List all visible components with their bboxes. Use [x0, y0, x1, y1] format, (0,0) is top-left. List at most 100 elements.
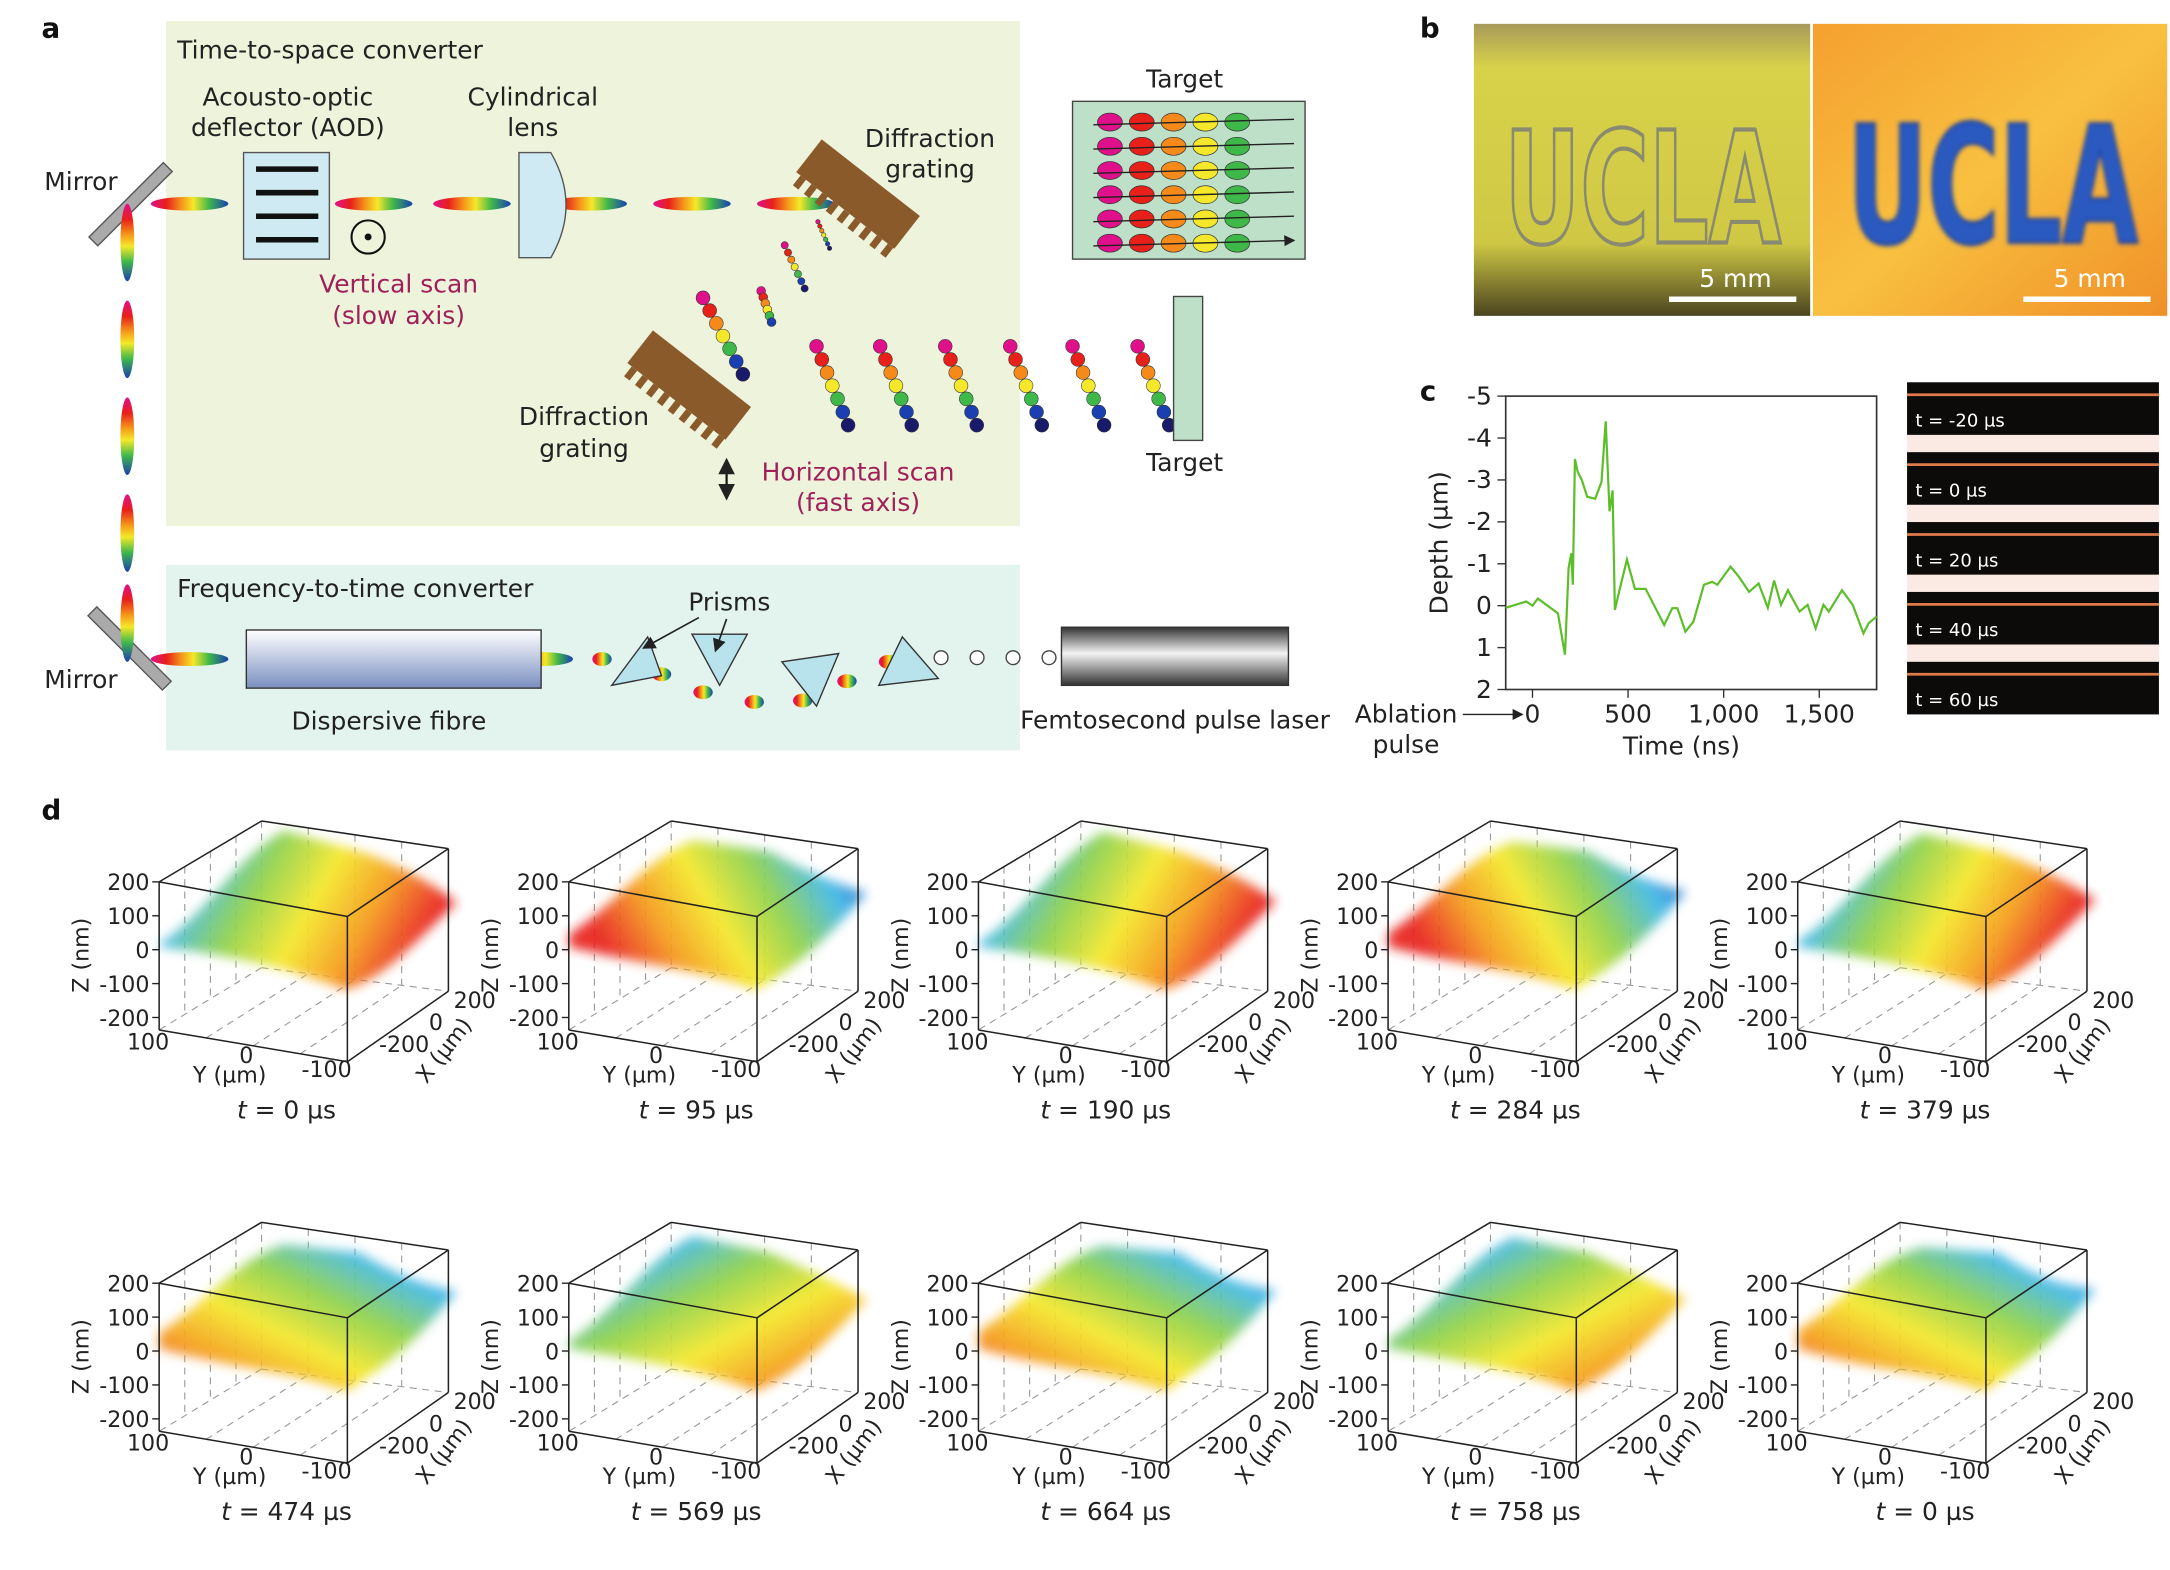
target-spot [1224, 161, 1251, 180]
spot [784, 248, 792, 257]
z-tick-label: -200 [99, 1407, 149, 1433]
y-tick-label: -100 [1940, 1458, 1990, 1484]
z-axis-label: Z (nm) [888, 1319, 914, 1394]
z-tick-label: -100 [509, 972, 559, 998]
sample-engraving: UCLA [1504, 99, 1781, 280]
x-axis-label: Time (ns) [1622, 732, 1740, 761]
y-tick-label: 1 [1476, 633, 1492, 662]
spot [883, 365, 898, 380]
grating-tooth [825, 201, 839, 216]
grating-tooth [624, 366, 638, 381]
box-edge [1575, 1391, 1678, 1464]
pulse [120, 203, 135, 282]
pulse [653, 196, 731, 211]
spot [1086, 391, 1101, 407]
spot [948, 365, 963, 380]
grating-tooth [634, 374, 649, 390]
box-edge [1166, 990, 1269, 1063]
y-tick-label: 0 [1468, 1445, 1482, 1471]
dispersive-fibre [245, 629, 542, 689]
box-edge [978, 1221, 1082, 1284]
time-value: = 758 µs [1460, 1497, 1581, 1526]
z-tick-label: 200 [1746, 870, 1788, 896]
x-tick-label: 0 [2067, 1411, 2081, 1437]
z-tick-label: 100 [107, 1305, 149, 1331]
spot [969, 417, 984, 433]
scan-line [1093, 167, 1294, 174]
z-axis-label: Z (nm) [69, 1319, 95, 1394]
grid-line [1025, 1374, 1128, 1440]
surface-blob [978, 1245, 1276, 1392]
surface-blob [568, 1236, 867, 1392]
time-variable: t [631, 1497, 642, 1526]
pulse [150, 196, 229, 211]
z-axis-label: Z (nm) [478, 1319, 504, 1394]
x-tick-label: 0 [1658, 1010, 1672, 1036]
box-edge [568, 881, 758, 918]
y-tick-label: -1 [1467, 549, 1492, 578]
x-tick-label: -200 [789, 1032, 839, 1058]
z-tick-label: -100 [919, 972, 969, 998]
spot [1008, 352, 1023, 367]
box-edge [1797, 820, 1901, 883]
time-value: = 95 µs [648, 1096, 753, 1125]
z-tick-label: 100 [1336, 1305, 1378, 1331]
pulse [334, 196, 413, 211]
y-axis-label: Y (µm) [1011, 1464, 1085, 1490]
spot [825, 378, 840, 393]
spot [1146, 378, 1161, 393]
depth-line [1505, 421, 1878, 655]
z-tick-label: 200 [927, 1272, 969, 1298]
z-tick-label: 0 [1774, 938, 1788, 964]
y-tick-label: 100 [1766, 1029, 1808, 1055]
target-spot [1128, 161, 1155, 180]
spot [894, 391, 909, 407]
target-spot-grid [1093, 112, 1296, 253]
pulse [693, 685, 713, 700]
spot [1034, 417, 1050, 433]
surface-blob [1797, 1247, 2096, 1392]
target-spot [1128, 185, 1155, 205]
spot [1096, 417, 1112, 433]
femtosecond-laser [1060, 626, 1290, 687]
grating-top-label-2: grating [885, 154, 975, 183]
spot [1018, 378, 1034, 393]
z-tick-label: 100 [927, 904, 969, 930]
x-tick-label: 1,000 [1688, 700, 1759, 729]
y-axis-label: Y (µm) [1421, 1063, 1495, 1089]
box-edge [1080, 1221, 1268, 1251]
z-axis-label: Z (nm) [888, 918, 914, 993]
spot [943, 352, 958, 367]
y-tick-label: -4 [1467, 423, 1492, 452]
y-tick-label: -100 [1940, 1057, 1990, 1083]
y-tick-label: 0 [1476, 591, 1492, 620]
box-edge [158, 820, 262, 883]
spot [840, 417, 856, 433]
pulse [837, 674, 857, 689]
time-label: t = 0 µs [237, 1096, 336, 1125]
box-edge [159, 1029, 348, 1063]
scan-line [1093, 118, 1294, 126]
grating-tooth [689, 417, 703, 432]
grating-tooth [803, 184, 817, 199]
time-to-space-title: Time-to-space converter [176, 35, 483, 64]
spot [797, 277, 806, 286]
target-spot [1128, 209, 1155, 229]
box-edge [346, 1391, 449, 1464]
spot [1013, 365, 1028, 380]
time-label: t = 190 µs [1040, 1096, 1171, 1125]
time-value: = 0 µs [1885, 1497, 1974, 1526]
pulse [592, 652, 612, 666]
box-edge [1387, 1430, 1577, 1464]
mirror-top-label: Mirror [44, 167, 118, 196]
z-tick-label: 200 [517, 870, 559, 896]
surface-blob [159, 1244, 457, 1392]
z-tick-label: -200 [1328, 1006, 1378, 1032]
spot [1135, 352, 1151, 367]
box-edge [671, 1221, 859, 1251]
grid-line [1844, 1374, 1948, 1440]
time-variable: t [237, 1096, 248, 1125]
